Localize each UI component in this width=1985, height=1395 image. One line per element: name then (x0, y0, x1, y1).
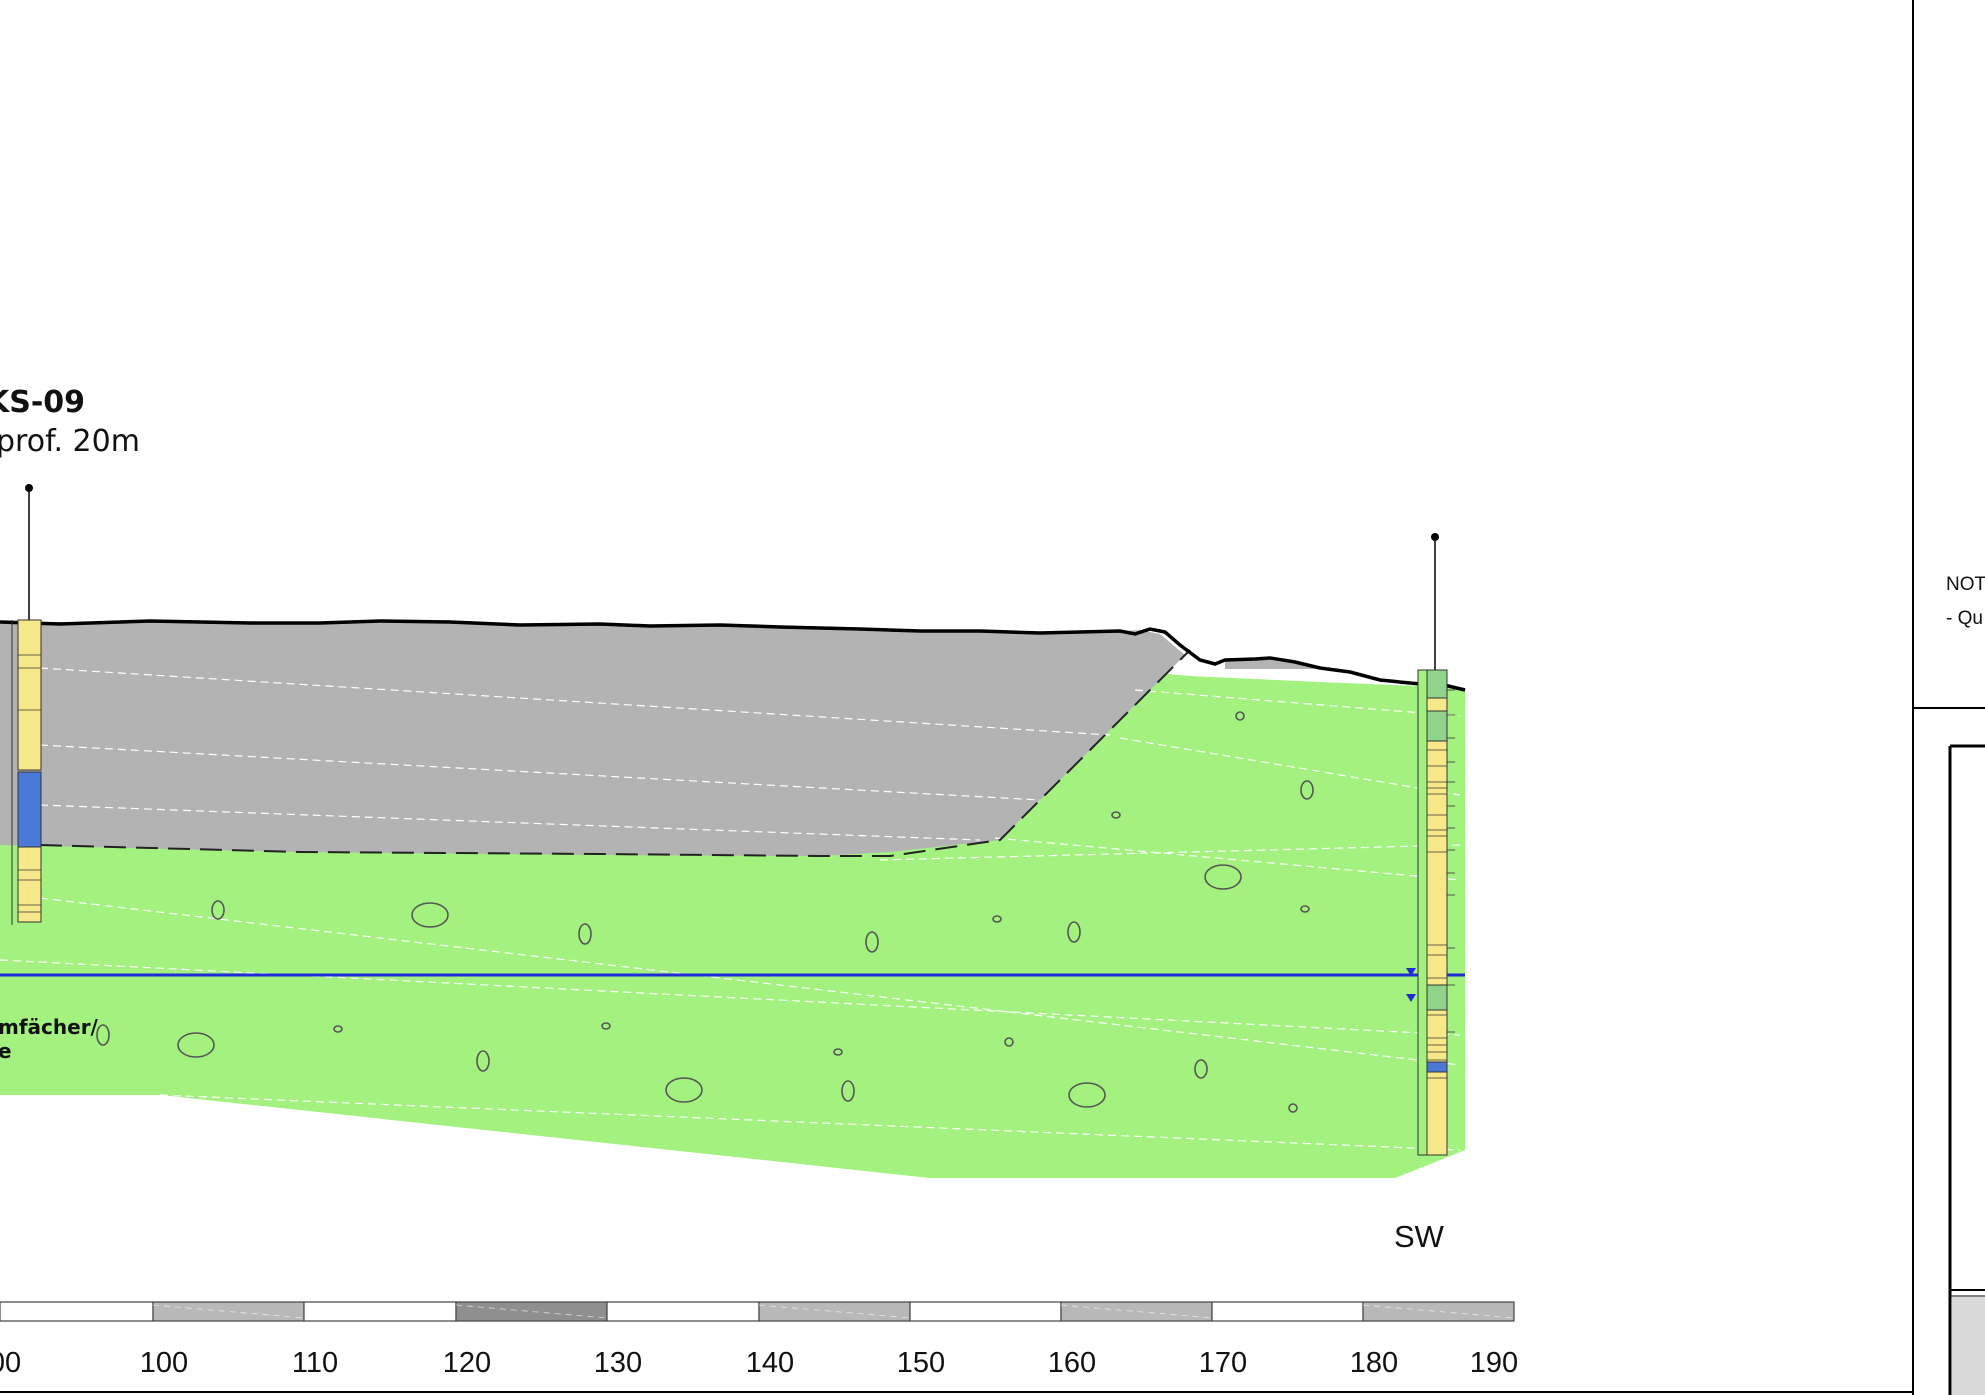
scale-tick-label: 150 (897, 1347, 945, 1379)
scale-segment (152, 1301, 305, 1322)
borehole-left-marker (25, 484, 33, 492)
borehole-right-log (1426, 669, 1448, 1156)
layer-label-line: e (0, 1039, 12, 1063)
scale-tick-label: 00 (0, 1347, 21, 1379)
terrain-surface (0, 619, 1466, 692)
scale-segment (606, 1301, 760, 1322)
borehole-right-casing (1417, 669, 1428, 1156)
scale-segment (758, 1301, 911, 1322)
fill-layer (0, 622, 1185, 856)
borehole-left-depth: prof. 20m (0, 424, 140, 459)
scale-segment (303, 1301, 457, 1322)
notes-item: - Qu (1946, 608, 1983, 629)
legend-swatch (1952, 1297, 1985, 1395)
direction-label: SW (1394, 1219, 1445, 1254)
water-level-icon (1406, 994, 1416, 1002)
borehole-right-log-clay (1426, 1061, 1448, 1073)
fill-pile (1225, 660, 1320, 669)
gravel-clasts (96, 711, 1314, 1113)
scale-tick-label: 190 (1470, 1347, 1518, 1379)
borehole-left (11, 484, 42, 925)
scale-tick-labels: 00 100 110 120 130 140 150 160 170 180 1… (0, 1347, 1518, 1379)
scale-tick-label: 170 (1199, 1347, 1247, 1379)
borehole-left-log (17, 619, 42, 771)
scale-segment (455, 1301, 608, 1322)
gravel-bedding-lines (0, 689, 1461, 1151)
borehole-left-log-lower (17, 846, 42, 923)
scale-tick-label: 160 (1048, 1347, 1096, 1379)
scale-tick-label: 110 (292, 1347, 338, 1379)
layer-label-line: mfächer/ (0, 1015, 99, 1039)
water-level-icon (1406, 968, 1416, 976)
scale-segment (909, 1301, 1062, 1322)
notes-heading: NOT (1946, 574, 1985, 595)
scale-bar (0, 1301, 1515, 1322)
borehole-right (1406, 533, 1455, 1156)
scale-segment (0, 1301, 154, 1322)
scale-tick-label: 140 (746, 1347, 794, 1379)
borehole-left-log-clay (17, 771, 42, 848)
scale-tick-label: 180 (1350, 1347, 1398, 1379)
scale-segment (1060, 1301, 1213, 1322)
scale-segment (1362, 1301, 1515, 1322)
borehole-right-sample-ticks (1447, 689, 1455, 1033)
layer-boundary (39, 649, 1191, 857)
borehole-right-log-boundaries (1427, 697, 1447, 1079)
scale-tick-label: 100 (140, 1347, 188, 1379)
borehole-right-marker (1431, 533, 1439, 541)
scale-tick-label: 120 (443, 1347, 491, 1379)
fill-bedding-lines (39, 667, 1111, 841)
scale-segment (1211, 1301, 1364, 1322)
borehole-right-log-topsoil (1426, 669, 1448, 699)
borehole-right-log-gravel (1426, 710, 1448, 742)
scale-tick-label: 130 (594, 1347, 642, 1379)
borehole-left-name: KS-09 (0, 385, 85, 420)
borehole-right-log-gravel-2 (1426, 984, 1448, 1011)
